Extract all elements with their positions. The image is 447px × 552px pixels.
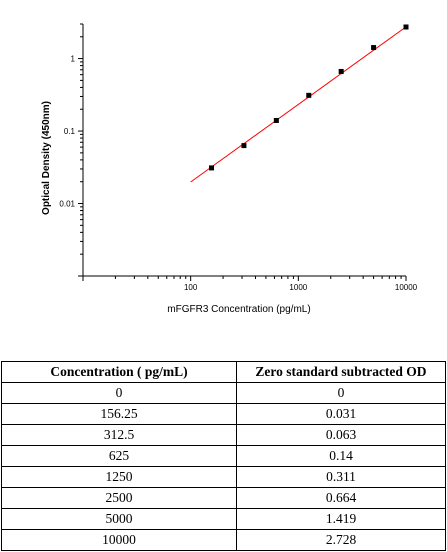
cell-od: 0.14 bbox=[236, 445, 446, 467]
cell-concentration: 156.25 bbox=[1, 403, 237, 425]
data-point bbox=[209, 165, 215, 171]
data-points bbox=[209, 24, 409, 171]
data-table: Concentration ( pg/mL) Zero standard sub… bbox=[1, 361, 446, 551]
cell-concentration: 10000 bbox=[1, 529, 237, 551]
cell-concentration: 1250 bbox=[1, 466, 237, 488]
y-tick-label: 0.1 bbox=[64, 127, 76, 136]
table-row: 10000 2.728 bbox=[1, 529, 446, 551]
table-row: 312.5 0.063 bbox=[1, 424, 446, 446]
cell-concentration: 625 bbox=[1, 445, 237, 467]
table-header-row: Concentration ( pg/mL) Zero standard sub… bbox=[1, 361, 446, 383]
x-tick-label: 100 bbox=[184, 283, 198, 292]
cell-concentration: 312.5 bbox=[1, 424, 237, 446]
data-point bbox=[403, 24, 409, 30]
fit-line bbox=[190, 26, 407, 183]
table-row: 625 0.14 bbox=[1, 445, 446, 467]
cell-concentration: 2500 bbox=[1, 487, 237, 509]
y-tick-label: 1 bbox=[71, 55, 76, 64]
table-row: 5000 1.419 bbox=[1, 508, 446, 530]
x-axis-title: mFGFR3 Concentration (pg/mL) bbox=[167, 304, 310, 315]
cell-concentration: 0 bbox=[1, 382, 237, 404]
table-body: 0 0 156.25 0.031 312.5 0.063 625 0.14 1250 0.311 2… bbox=[1, 382, 446, 551]
x-tick-label: 1000 bbox=[289, 283, 307, 292]
cell-od: 0.063 bbox=[236, 424, 446, 446]
header-concentration: Concentration ( pg/mL) bbox=[1, 361, 237, 383]
header-od: Zero standard subtracted OD bbox=[236, 361, 446, 383]
y-tick-label: 0.01 bbox=[59, 200, 75, 209]
table-row: 156.25 0.031 bbox=[1, 403, 446, 425]
cell-od: 0 bbox=[236, 382, 446, 404]
cell-od: 1.419 bbox=[236, 508, 446, 530]
y-axis-title: Optical Density (450nm) bbox=[41, 101, 52, 215]
standard-curve-chart: 0.01 0.1 1 100 1000 10000 mFGFR3 Concentratio… bbox=[41, 23, 418, 315]
data-point bbox=[306, 92, 312, 98]
chart-ticks: 0.01 0.1 1 100 1000 10000 bbox=[59, 23, 418, 292]
data-point bbox=[273, 117, 279, 123]
data-point bbox=[241, 143, 247, 149]
fit-line-group bbox=[190, 26, 407, 183]
cell-concentration: 5000 bbox=[1, 508, 237, 530]
table-row: 1250 0.311 bbox=[1, 466, 446, 488]
x-tick-label: 10000 bbox=[395, 283, 418, 292]
data-point bbox=[371, 45, 377, 51]
cell-od: 0.664 bbox=[236, 487, 446, 509]
table-row: 2500 0.664 bbox=[1, 487, 446, 509]
cell-od: 2.728 bbox=[236, 529, 446, 551]
cell-od: 0.031 bbox=[236, 403, 446, 425]
data-point bbox=[338, 68, 344, 74]
cell-od: 0.311 bbox=[236, 466, 446, 488]
